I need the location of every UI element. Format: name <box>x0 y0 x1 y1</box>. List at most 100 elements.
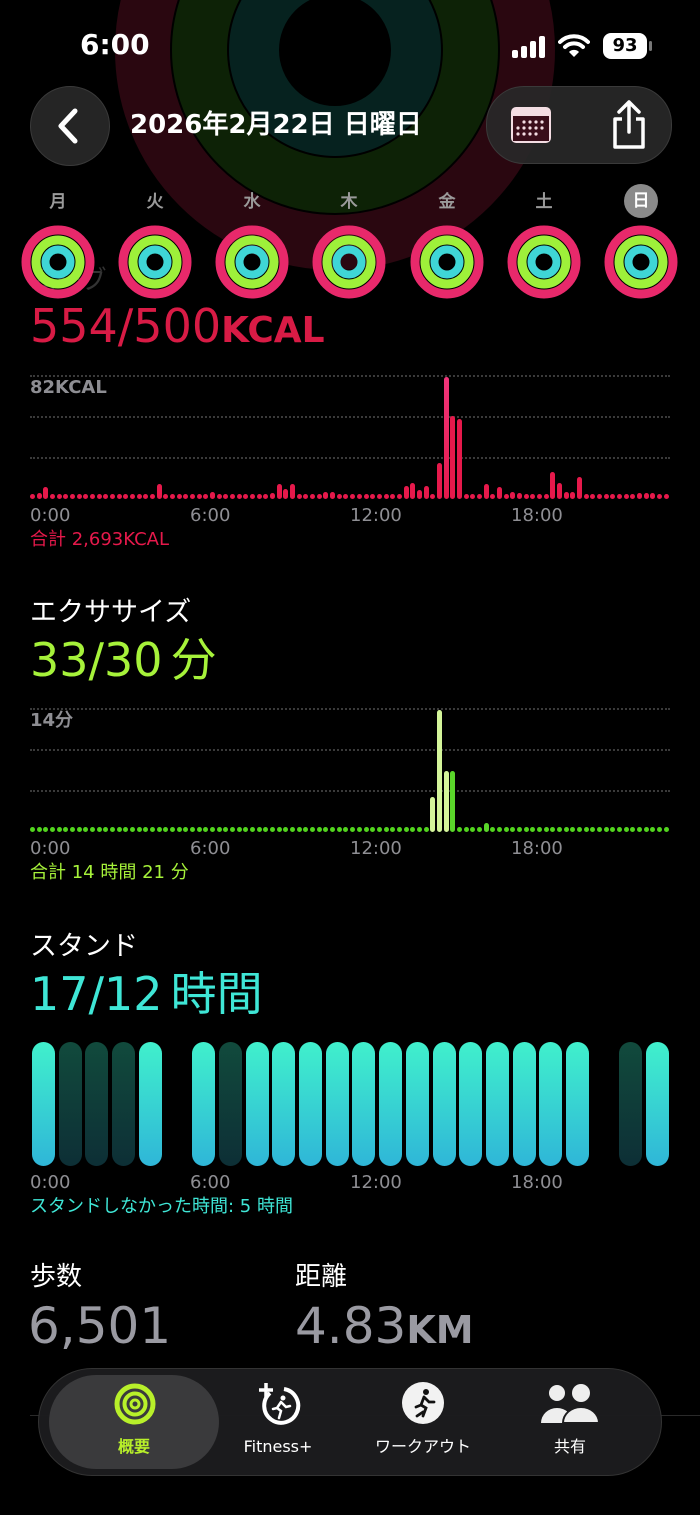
activity-rings-icon <box>114 1383 156 1425</box>
chart-bar <box>303 494 309 499</box>
chart-bar <box>523 827 529 832</box>
page-title: 2026年2月22日 日曜日 <box>130 110 422 140</box>
stand-missed-hour-bar <box>85 1042 109 1166</box>
chart-bar <box>376 494 382 499</box>
activity-rings-icon <box>21 225 95 299</box>
chart-bar <box>430 797 436 832</box>
chart-bar <box>250 827 256 832</box>
chart-bar <box>30 827 35 832</box>
chart-bar <box>543 494 549 499</box>
chart-bar <box>110 827 116 832</box>
stand-hour-bar <box>459 1042 483 1166</box>
calendar-button[interactable] <box>509 105 553 145</box>
chart-bar <box>376 827 382 832</box>
chart-bar <box>590 827 596 832</box>
header-actions <box>486 86 672 164</box>
chart-bar <box>203 494 209 499</box>
chart-bar <box>550 827 556 832</box>
chart-bar <box>83 494 89 499</box>
chart-bar <box>250 494 256 499</box>
chart-bar <box>36 827 42 832</box>
stand-missed-hour-bar <box>619 1042 643 1166</box>
share-button[interactable] <box>609 99 649 151</box>
stand-label: スタンド <box>30 931 138 962</box>
signal-icon <box>512 36 548 58</box>
stand-hour-bar <box>646 1042 670 1166</box>
day-label: 月 <box>49 192 67 212</box>
chart-bar <box>363 827 369 832</box>
tab-workout[interactable]: ワークアウト <box>348 1369 498 1475</box>
stand-value-number: 17/12 <box>30 967 163 1021</box>
chart-bar <box>270 827 276 832</box>
chart-bar <box>36 493 42 499</box>
chart-bar <box>323 491 329 499</box>
chart-bar <box>170 827 176 832</box>
activity-rings-day-button[interactable] <box>312 225 386 303</box>
activity-rings-day-button[interactable] <box>604 225 678 303</box>
chart-bar <box>603 827 609 832</box>
chart-bar <box>350 827 356 832</box>
chart-bar <box>116 827 122 832</box>
move-x-tick: 18:00 <box>511 505 563 526</box>
chart-bar <box>216 494 222 499</box>
stand-hour-bar <box>405 1042 429 1166</box>
chart-bar <box>550 472 556 499</box>
chevron-left-icon <box>58 108 78 144</box>
chart-bar <box>596 494 602 499</box>
chart-bar <box>50 827 55 832</box>
chart-bar <box>223 494 229 499</box>
chart-bar <box>56 827 62 832</box>
chart-bar <box>563 827 569 832</box>
chart-bar <box>70 494 76 499</box>
stand-hour-bar <box>325 1042 349 1166</box>
tab-fitness-plus[interactable]: Fitness+ <box>203 1369 353 1475</box>
chart-bar <box>410 482 416 499</box>
status-time: 6:00 <box>80 28 150 61</box>
gridline <box>30 749 670 751</box>
chart-bar <box>416 490 422 499</box>
stand-hour-bar <box>299 1042 322 1166</box>
activity-rings-day-button[interactable] <box>21 225 95 303</box>
tab-sharing[interactable]: 共有 <box>495 1369 645 1475</box>
chart-bar <box>143 827 149 832</box>
activity-rings-day-button[interactable] <box>118 225 192 303</box>
chart-bar <box>143 494 149 499</box>
chart-bar <box>243 494 249 499</box>
move-x-tick: 6:00 <box>190 505 231 526</box>
chart-bar <box>530 827 536 832</box>
tab-summary[interactable]: 概要 <box>59 1369 209 1475</box>
activity-rings-day-button[interactable] <box>215 225 289 303</box>
chart-bar <box>436 463 442 499</box>
chart-bar <box>236 494 242 499</box>
activity-rings-day-button[interactable] <box>507 225 581 303</box>
chart-bar <box>70 827 76 832</box>
chart-bar <box>410 827 416 832</box>
move-x-tick: 12:00 <box>350 505 402 526</box>
chart-bar <box>216 827 222 832</box>
chart-bar <box>443 771 449 832</box>
chart-bar <box>156 484 162 499</box>
chart-bar <box>430 494 436 499</box>
distance-number: 4.83 <box>295 1297 407 1355</box>
workout-runner-icon <box>402 1382 444 1424</box>
chart-bar <box>136 827 142 832</box>
battery-indicator: 93 <box>603 33 647 59</box>
move-value-number: 554/500 <box>30 299 222 353</box>
chart-bar <box>330 827 336 832</box>
tab-label: 概要 <box>117 1437 150 1456</box>
chart-bar <box>43 827 49 832</box>
chart-bar <box>570 491 576 499</box>
move-x-tick: 0:00 <box>30 505 71 526</box>
activity-rings-day-button[interactable] <box>410 225 484 303</box>
stand-chart <box>30 1042 670 1166</box>
chart-bar <box>463 827 469 832</box>
chart-bar <box>130 827 136 832</box>
chart-bar <box>616 494 622 499</box>
wifi-icon <box>558 33 590 63</box>
chart-bar <box>56 494 62 499</box>
chart-bar <box>476 494 482 499</box>
chart-bar <box>476 827 482 832</box>
exercise-x-tick: 0:00 <box>30 838 71 859</box>
back-button[interactable] <box>30 86 110 166</box>
chart-bar <box>116 494 122 499</box>
